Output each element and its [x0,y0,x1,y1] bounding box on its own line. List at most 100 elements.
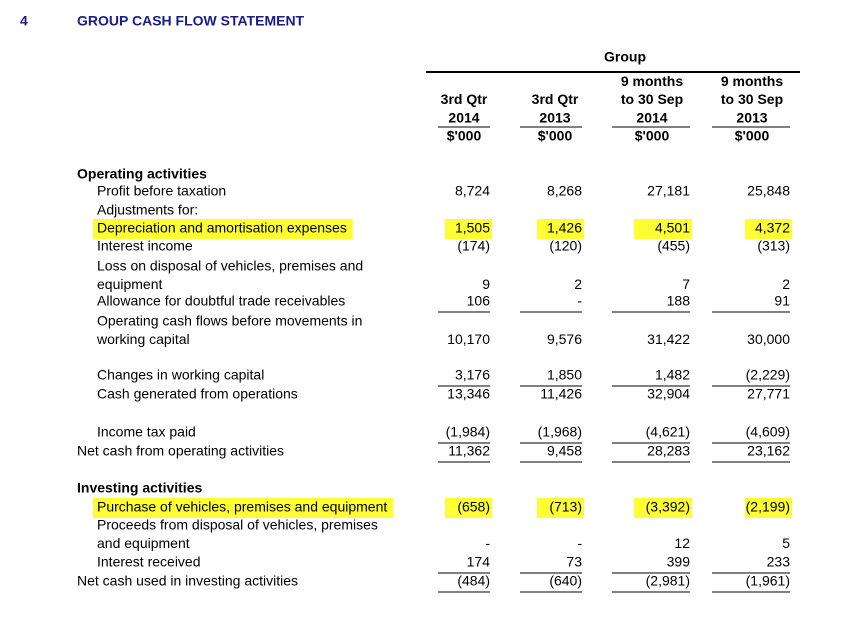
cell-value: - [577,535,582,551]
cell-value: 32,904 [647,386,690,402]
column-header: 2014 [448,109,479,125]
cell-value: 27,181 [647,183,690,199]
cell-value: 91 [774,293,790,309]
group-label: Group [604,49,646,65]
cell-value: (484) [457,573,490,589]
row-label: Interest received [97,554,201,570]
row-label: and equipment [97,535,190,551]
cell-value: 9 [482,276,490,292]
section-number: 4 [20,13,28,29]
cell-value: (713) [549,499,582,515]
cell-value: 106 [467,293,491,309]
cell-value: 9,458 [547,443,582,459]
row-label: Operating cash flows before movements in [97,313,362,329]
row-label: Depreciation and amortisation expenses [97,220,347,236]
row-label: Profit before taxation [97,183,226,199]
cell-value: (1,984) [446,424,490,440]
column-header: 2013 [539,109,570,125]
cell-value: 5 [782,535,790,551]
cell-value: (2,981) [646,573,690,589]
cell-value: - [485,535,490,551]
cell-value: 174 [467,554,491,570]
cell-value: (4,621) [646,424,690,440]
cell-value: 188 [667,293,691,309]
column-header: $'000 [447,128,482,144]
cell-value: (313) [757,238,790,254]
cell-value: 399 [667,554,691,570]
cell-value: 2 [574,276,582,292]
row-label: Loss on disposal of vehicles, premises a… [97,258,363,274]
cell-value: 13,346 [447,386,490,402]
row-label: Investing activities [77,480,202,496]
cell-value: 2 [782,276,790,292]
row-label: Changes in working capital [97,367,264,383]
cell-value: 28,283 [647,443,690,459]
cell-value: (658) [457,499,490,515]
cell-value: (3,392) [646,499,690,515]
row-label: Adjustments for: [97,202,198,218]
row-label: Purchase of vehicles, premises and equip… [97,499,387,515]
column-header: 9 months [621,73,683,89]
cell-value: (4,609) [746,424,790,440]
highlight [445,219,492,239]
cell-value: 4,372 [755,220,790,236]
cell-value: 233 [767,554,791,570]
highlight [93,219,353,239]
row-label: Operating activities [77,166,207,182]
cell-value: 1,482 [655,367,690,383]
cell-value: 7 [682,276,690,292]
row-label: Cash generated from operations [97,386,298,402]
highlight [445,498,492,518]
highlight [537,498,584,518]
column-header: 2013 [736,109,767,125]
column-header: to 30 Sep [721,91,783,107]
row-label: Net cash from operating activities [77,443,284,459]
column-header: to 30 Sep [621,91,683,107]
row-label: Interest income [97,238,193,254]
row-label: Income tax paid [97,424,196,440]
highlight [537,219,584,239]
column-header: 3rd Qtr [441,91,488,107]
cell-value: 1,505 [455,220,490,236]
cell-value: 1,850 [547,367,582,383]
column-header: 3rd Qtr [532,91,579,107]
cell-value: 11,362 [448,443,490,459]
cell-value: (2,199) [746,499,790,515]
cell-value: 1,426 [547,220,582,236]
column-header: $'000 [635,128,670,144]
row-label: Allowance for doubtful trade receivables [97,293,345,309]
column-header: 9 months [721,73,783,89]
column-header: $'000 [735,128,770,144]
cell-value: 23,162 [747,443,790,459]
row-label: Proceeds from disposal of vehicles, prem… [97,517,378,533]
highlights [93,219,792,518]
cell-value: 8,268 [547,183,582,199]
highlight [93,498,394,518]
cell-value: 73 [566,554,582,570]
highlight [745,498,792,518]
row-label: working capital [96,331,190,347]
cell-value: (1,968) [538,424,582,440]
cell-value: - [577,293,582,309]
cell-value: 25,848 [747,183,790,199]
section-title: GROUP CASH FLOW STATEMENT [77,13,305,29]
row-label: Net cash used in investing activities [77,573,298,589]
cell-value: (455) [657,238,690,254]
highlight [634,498,692,518]
cell-value: (174) [457,238,490,254]
cell-value: 11,426 [540,386,582,402]
cell-value: 27,771 [747,386,790,402]
cell-value: (640) [549,573,582,589]
highlight [634,219,692,239]
cell-value: 12 [674,535,690,551]
row-label: equipment [97,276,162,292]
cell-value: (1,961) [746,573,790,589]
cell-value: (120) [549,238,582,254]
cell-value: 31,422 [647,331,690,347]
cell-value: 8,724 [455,183,490,199]
cell-value: 10,170 [447,331,490,347]
cell-value: 4,501 [655,220,690,236]
cell-value: (2,229) [746,367,790,383]
column-header: $'000 [538,128,573,144]
cell-value: 30,000 [747,331,790,347]
